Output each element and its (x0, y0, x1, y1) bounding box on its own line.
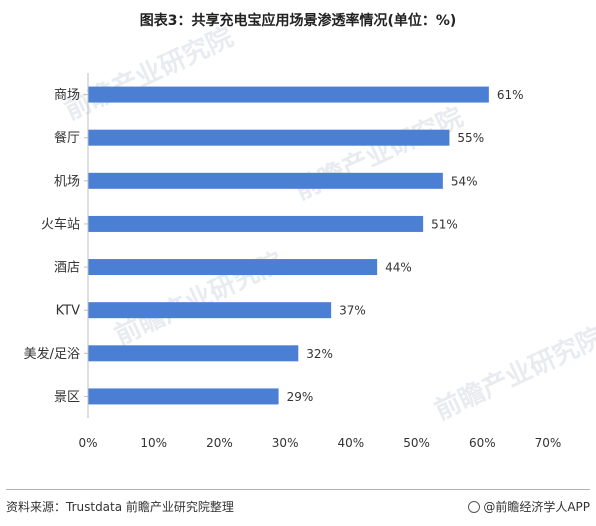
value-label: 51% (431, 217, 458, 231)
x-tick-label: 0% (78, 436, 97, 450)
chart-title: 图表3：共享充电宝应用场景渗透率情况(单位：%) (139, 13, 457, 29)
x-tick-label: 70% (535, 436, 562, 450)
category-label: 餐厅 (54, 130, 80, 146)
x-tick-label: 10% (140, 436, 167, 450)
category-label: 商场 (54, 88, 80, 103)
x-tick-label: 60% (469, 436, 496, 450)
brand-text: @前瞻经济学人APP (483, 500, 590, 514)
watermark-text: 前瞻产业研究院 (60, 21, 238, 126)
value-label: 54% (451, 174, 478, 188)
watermark-text: 前瞻产业研究院 (430, 321, 596, 426)
x-tick-label: 40% (338, 436, 365, 450)
value-label: 37% (339, 304, 366, 318)
watermark-text: 前瞻产业研究院 (290, 101, 468, 206)
value-label: 29% (287, 390, 314, 404)
category-label: 火车站 (41, 216, 80, 232)
category-label: 酒店 (54, 261, 80, 276)
brand-credit: @前瞻经济学人APP (468, 498, 590, 515)
category-label: KTV (56, 304, 80, 319)
bar (88, 172, 443, 189)
bar (88, 302, 332, 319)
bars-group: 61% 55% 54% 51% 44% 37% 32% 29% (88, 86, 524, 405)
x-tick-label: 20% (206, 436, 233, 450)
category-label: 美发/足浴 (24, 346, 80, 362)
value-label: 55% (457, 131, 484, 145)
bar (88, 86, 489, 103)
x-tick-label: 30% (272, 436, 299, 450)
category-label: 机场 (54, 174, 80, 189)
bar (88, 345, 299, 362)
bar (88, 259, 378, 276)
bar (88, 215, 424, 232)
value-label: 61% (497, 88, 524, 102)
category-label: 景区 (54, 390, 80, 405)
x-tick-label: 50% (403, 436, 430, 450)
source-note: 资料来源：Trustdata 前瞻产业研究院整理 (6, 500, 234, 514)
value-label: 32% (306, 347, 333, 361)
bar (88, 129, 450, 146)
value-label: 44% (385, 261, 412, 275)
bar (88, 388, 279, 405)
footer-divider (6, 489, 590, 490)
brand-logo-icon (468, 501, 481, 513)
